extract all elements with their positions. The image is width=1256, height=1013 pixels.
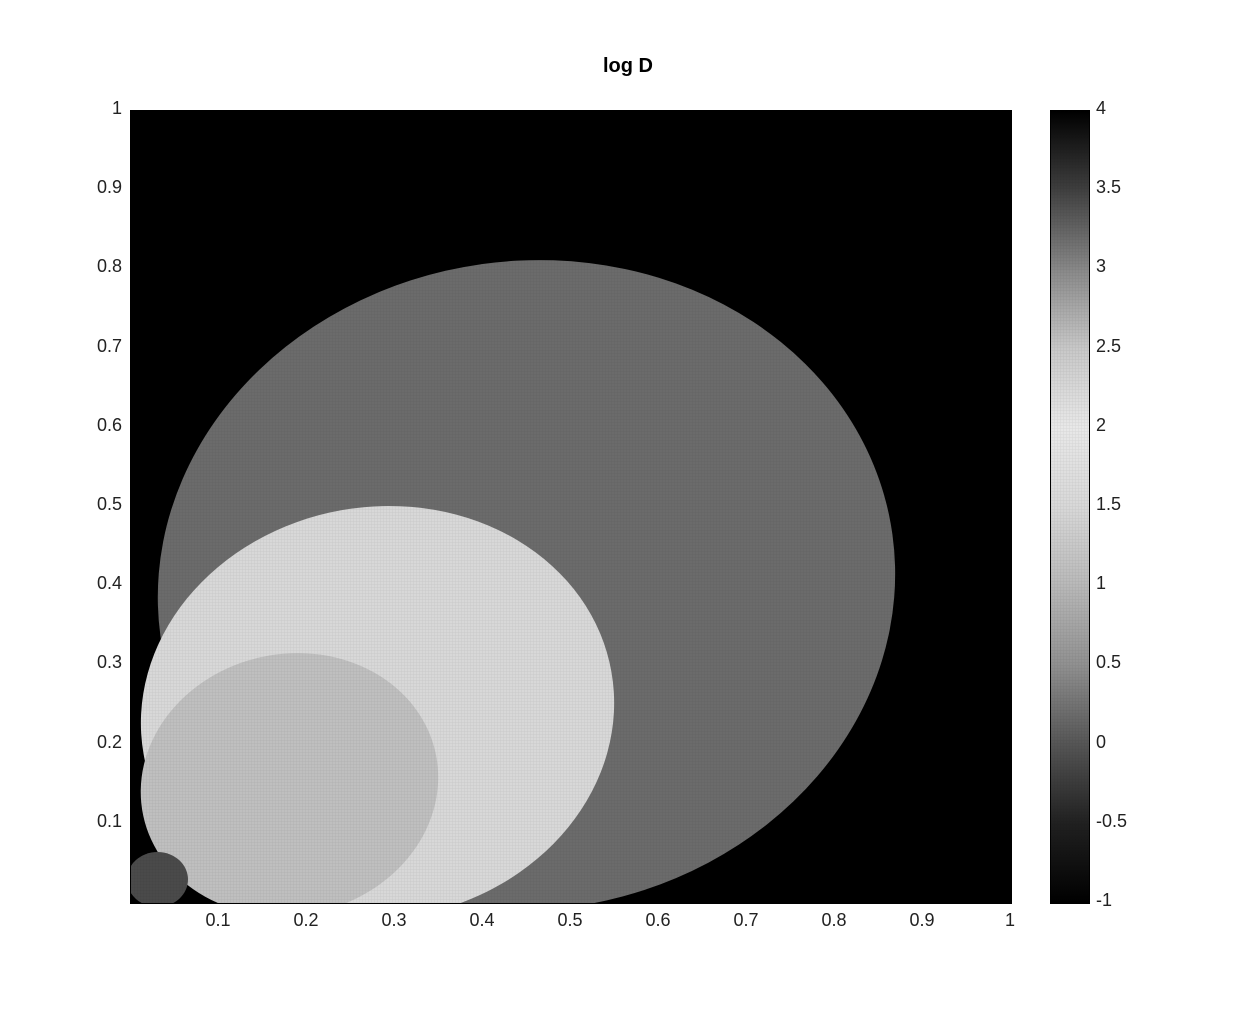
y-tick-label: 0.9 [72, 177, 122, 198]
colorbar-segment [1051, 269, 1089, 349]
x-tick-label: 0.5 [550, 910, 590, 931]
colorbar-tick-label: 0.5 [1096, 652, 1121, 673]
colorbar-segment [1051, 111, 1089, 191]
x-tick-label: 0.6 [638, 910, 678, 931]
colorbar-segment [1051, 665, 1089, 745]
colorbar [1050, 110, 1090, 904]
colorbar-tick-label: 2 [1096, 415, 1106, 436]
colorbar-segment [1051, 190, 1089, 270]
figure: log D 0.1 0.2 0.3 0.4 0.5 0.6 0.7 0.8 0.9 1 0.1 0.2… [0, 0, 1256, 1013]
colorbar-tick-label: 3 [1096, 256, 1106, 277]
x-tick-label: 1 [990, 910, 1030, 931]
colorbar-tick-label: 1 [1096, 573, 1106, 594]
y-tick-label: 0.5 [72, 494, 122, 515]
x-tick-label: 0.4 [462, 910, 502, 931]
plot-title: log D [478, 55, 778, 78]
y-tick-label: 1 [72, 98, 122, 119]
x-tick-label: 0.9 [902, 910, 942, 931]
colorbar-tick-label: -0.5 [1096, 811, 1127, 832]
colorbar-tick-label: 0 [1096, 732, 1106, 753]
x-tick-label: 0.2 [286, 910, 326, 931]
y-tick-label: 0.1 [72, 811, 122, 832]
colorbar-segment [1051, 586, 1089, 666]
y-tick-label: 0.6 [72, 415, 122, 436]
colorbar-tick-label: 3.5 [1096, 177, 1121, 198]
x-tick-label: 0.3 [374, 910, 414, 931]
y-tick-label: 0.7 [72, 336, 122, 357]
y-tick-label: 0.8 [72, 256, 122, 277]
region-corner-spot [130, 852, 188, 904]
colorbar-segment [1051, 824, 1089, 904]
y-tick-label: 0.2 [72, 732, 122, 753]
colorbar-tick-label: 4 [1096, 98, 1106, 119]
y-tick-label: 0.3 [72, 652, 122, 673]
colorbar-segment [1051, 349, 1089, 429]
y-tick-label: 0.4 [72, 573, 122, 594]
colorbar-tick-label: 1.5 [1096, 494, 1121, 515]
colorbar-segment [1051, 507, 1089, 587]
colorbar-tick-label: 2.5 [1096, 336, 1121, 357]
x-tick-label: 0.8 [814, 910, 854, 931]
x-tick-label: 0.7 [726, 910, 766, 931]
x-tick-label: 0.1 [198, 910, 238, 931]
colorbar-segment [1051, 745, 1089, 825]
colorbar-tick-label: -1 [1096, 890, 1112, 911]
plot-area [130, 110, 1012, 904]
colorbar-segment [1051, 428, 1089, 508]
